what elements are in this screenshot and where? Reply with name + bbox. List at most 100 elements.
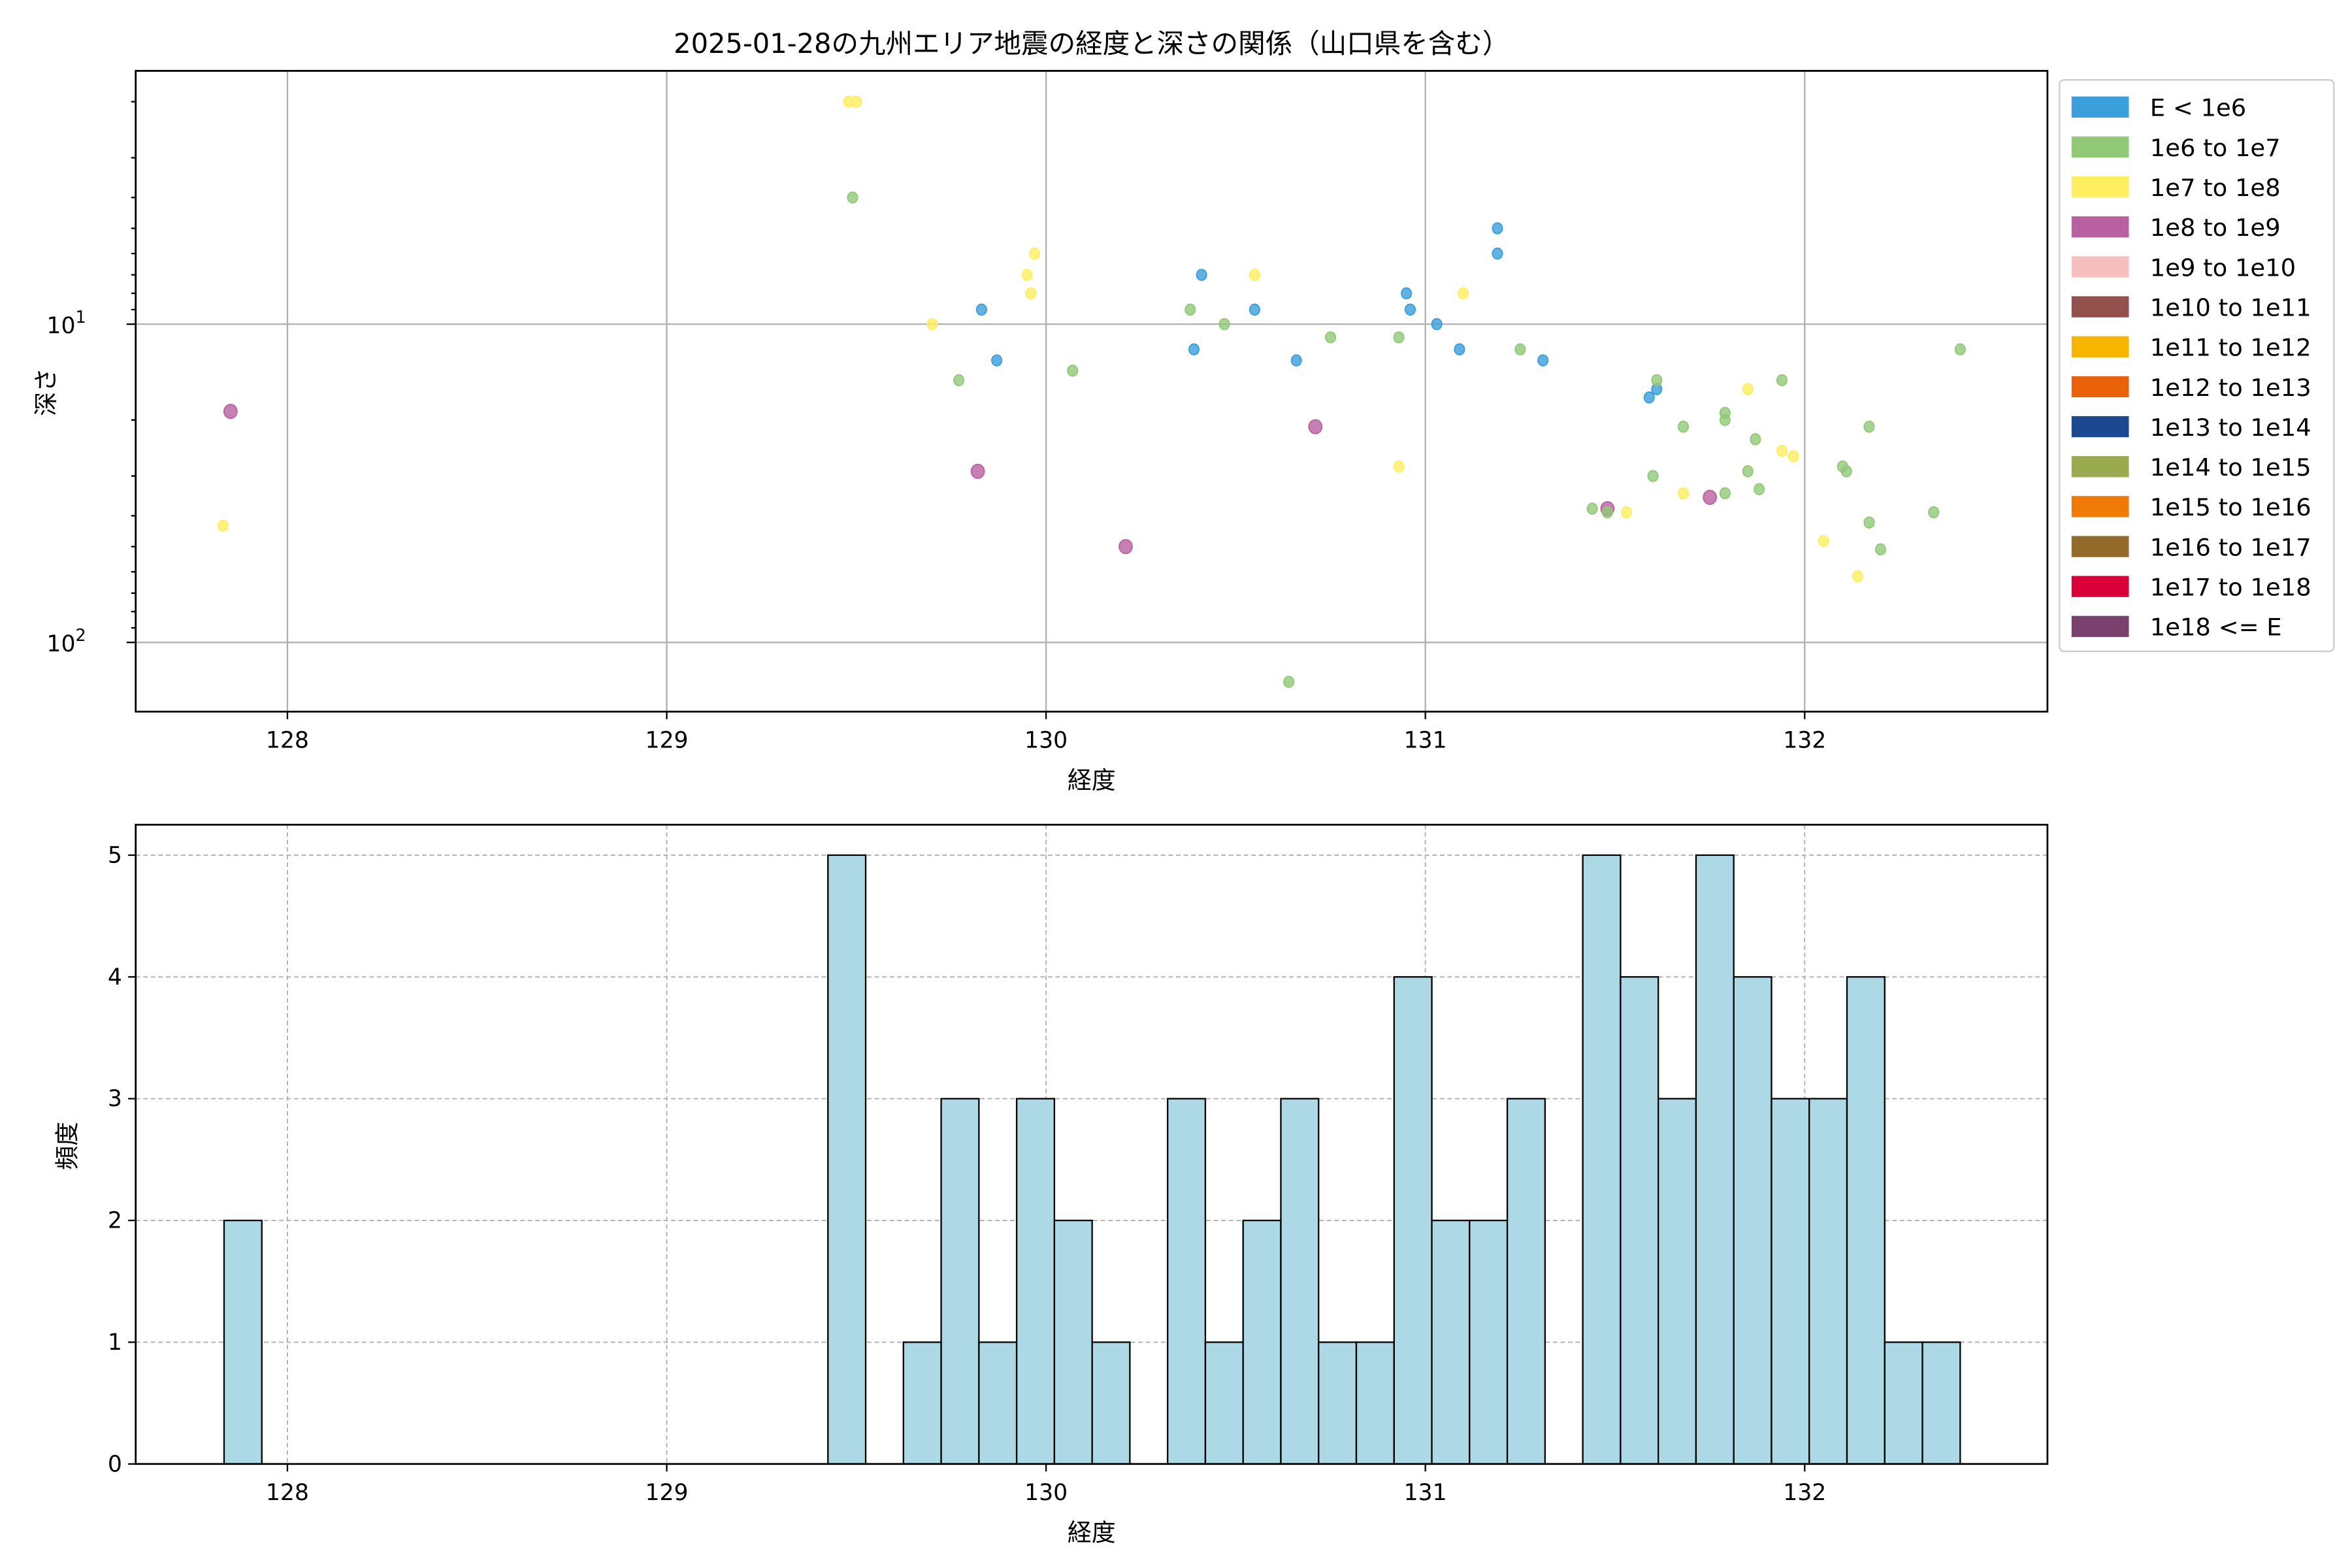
scatter-point [1025,287,1037,300]
legend-item: 1e15 to 1e16 [2071,493,2311,521]
scatter-point [926,318,938,331]
chart-title: 2025-01-28の九州エリア地震の経度と深さの関係（山口県を含む） [674,27,1509,59]
scatter-point [1776,444,1788,457]
legend-item: 1e14 to 1e15 [2071,453,2311,482]
legend-swatch [2071,456,2129,478]
histogram-bar [1431,1219,1471,1465]
histogram-bar [1884,1341,1923,1465]
legend-swatch [2071,615,2129,637]
legend-swatch [2071,376,2129,398]
scatter-point [1750,433,1761,446]
scatter-point [970,463,985,479]
histogram-bar [1015,1098,1056,1465]
scatter-point [1393,460,1405,473]
scatter-point [1863,516,1875,529]
histogram-bar [1091,1341,1131,1465]
scatter-point [1651,374,1663,387]
scatter-point [1928,506,1940,519]
histogram-bar [1393,976,1433,1465]
legend-label: 1e12 to 1e13 [2150,374,2311,402]
scatter-point [953,374,965,387]
legend-label: 1e13 to 1e14 [2150,414,2311,442]
legend-label: 1e16 to 1e17 [2150,533,2311,561]
scatter-point [851,95,862,108]
histogram-bar [1506,1098,1546,1465]
scatter-point [1788,450,1799,463]
y-tick-label: 0 [108,1451,122,1477]
legend-item: 1e7 to 1e8 [2071,174,2281,202]
legend-swatch [2071,296,2129,318]
scatter-point [847,191,858,204]
legend: E < 1e6 1e6 to 1e7 1e7 to 1e8 1e8 to 1e9 1e9… [2059,79,2335,653]
x-axis-label: 経度 [1068,1518,1116,1546]
legend-label: E < 1e6 [2150,94,2246,122]
scatter-point [1818,534,1829,547]
scatter-point [1742,383,1754,395]
legend-item: E < 1e6 [2071,94,2246,122]
y-axis-label: 深さ [32,368,60,416]
scatter-point [1492,247,1503,260]
legend-label: 1e17 to 1e18 [2150,574,2311,602]
scatter-point [1290,354,1302,367]
scatter-point [1514,343,1526,355]
scatter-point [1537,354,1549,367]
scatter-point [1492,222,1503,235]
scatter-point [1218,318,1230,331]
histogram-bar [1733,976,1772,1465]
legend-label: 1e14 to 1e15 [2150,453,2311,482]
histogram-bar [827,854,867,1465]
legend-item: 1e8 to 1e9 [2071,214,2281,242]
x-tick-label: 131 [1404,728,1447,754]
scatter-point [1196,269,1207,281]
scatter-point [1719,487,1731,500]
scatter-point [1188,343,1200,355]
x-tick-label: 128 [266,728,309,754]
legend-swatch [2071,216,2129,238]
histogram-bar [1469,1219,1509,1465]
scatter-frame [135,70,2049,713]
histogram-bar [1658,1098,1697,1465]
scatter-point [1454,343,1465,355]
scatter-point [1586,502,1598,515]
scatter-point [1852,570,1864,583]
histogram-bar [1167,1098,1207,1465]
histogram-bar [1846,976,1886,1465]
histogram-bar [1808,1098,1848,1465]
x-tick-label: 129 [645,728,688,754]
y-axis-label: 頻度 [53,1122,81,1170]
legend-item: 1e9 to 1e10 [2071,253,2296,282]
y-tick-label: 4 [108,964,122,990]
histogram-bar [1620,976,1659,1465]
scatter-point [1719,414,1731,427]
scatter-point [1067,365,1079,377]
x-axis-label: 経度 [1068,766,1116,794]
legend-label: 1e10 to 1e11 [2150,293,2311,321]
scatter-point [1249,269,1260,281]
scatter-point [1431,318,1443,331]
legend-label: 1e11 to 1e12 [2150,334,2311,362]
scatter-point [1703,489,1717,505]
scatter-point [1677,420,1690,433]
histogram-bar [1921,1341,1961,1465]
histogram-bar [1053,1219,1093,1465]
legend-item: 1e6 to 1e7 [2071,134,2281,162]
legend-swatch [2071,336,2129,357]
scatter-point [1840,465,1852,478]
scatter-point [1620,506,1632,519]
legend-swatch [2071,136,2129,158]
scatter-point [1458,287,1469,300]
scatter-point [1601,506,1613,519]
x-tick-label: 129 [645,1480,688,1506]
legend-swatch [2071,256,2129,278]
x-tick-label: 132 [1783,1480,1826,1506]
legend-label: 1e6 to 1e7 [2150,134,2281,162]
legend-item: 1e10 to 1e11 [2071,293,2311,321]
scatter-point [1863,420,1875,433]
histogram-bar [1355,1341,1395,1465]
histogram-plot: 128 129 130 131 132 0 1 2 3 4 5 経度 頻度 [53,823,2049,1546]
scatter-point [1021,269,1033,281]
legend-swatch [2071,96,2129,118]
y-tick-label: 102 [46,625,86,657]
scatter-point [1184,303,1196,316]
